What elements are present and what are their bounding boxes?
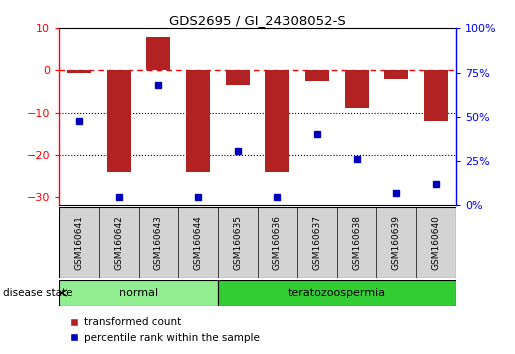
Text: GSM160635: GSM160635 [233, 215, 242, 270]
Text: GSM160641: GSM160641 [75, 215, 83, 270]
Text: GSM160642: GSM160642 [114, 215, 123, 270]
Text: GSM160638: GSM160638 [352, 215, 361, 270]
Bar [146, 37, 170, 70]
Bar [59, 280, 218, 306]
Text: GSM160644: GSM160644 [194, 215, 202, 270]
Bar [265, 70, 289, 172]
Text: GSM160639: GSM160639 [392, 215, 401, 270]
Text: GSM160643: GSM160643 [154, 215, 163, 270]
Bar [107, 70, 131, 172]
Bar [226, 70, 250, 85]
Bar [305, 70, 329, 81]
Text: GSM160640: GSM160640 [432, 215, 440, 270]
Text: GSM160637: GSM160637 [313, 215, 321, 270]
Bar [384, 70, 408, 79]
Legend: transformed count, percentile rank within the sample: transformed count, percentile rank withi… [64, 313, 264, 347]
Text: disease state: disease state [3, 288, 72, 298]
Bar [186, 70, 210, 172]
Text: teratozoospermia: teratozoospermia [288, 288, 386, 298]
Bar [67, 70, 91, 73]
Bar [345, 70, 369, 108]
Bar [424, 70, 448, 121]
Text: normal: normal [119, 288, 158, 298]
Title: GDS2695 / GI_24308052-S: GDS2695 / GI_24308052-S [169, 14, 346, 27]
Text: GSM160636: GSM160636 [273, 215, 282, 270]
Bar [218, 280, 456, 306]
